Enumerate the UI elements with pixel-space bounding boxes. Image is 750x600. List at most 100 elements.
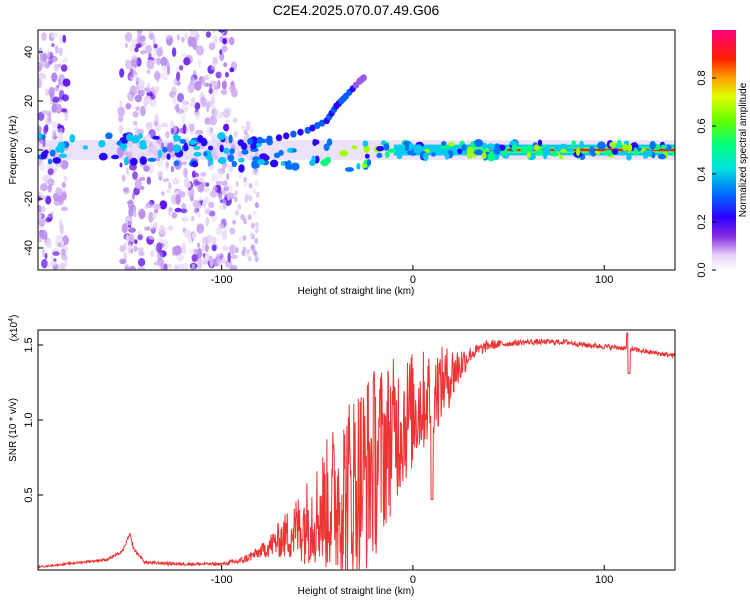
spectrogram-branch-blob bbox=[266, 135, 273, 143]
spectrogram-noise-blob bbox=[196, 223, 205, 234]
spectrogram-band-blob bbox=[69, 134, 76, 143]
spectrogram-noise-blob bbox=[63, 175, 68, 183]
spectrogram-noise-blob bbox=[55, 234, 63, 241]
spectrogram-band-blob bbox=[238, 157, 245, 163]
spectrogram-band-blob bbox=[173, 133, 179, 142]
spectrogram-band-blob bbox=[642, 150, 649, 159]
spectrogram-band-blob bbox=[41, 134, 46, 140]
spectrogram-noise-blob bbox=[138, 251, 145, 256]
spectrogram-band-blob bbox=[481, 142, 487, 149]
spectrogram-noise-blob bbox=[201, 244, 205, 252]
spectrogram-noise-blob bbox=[254, 180, 259, 187]
snr-multiplier-close: ) bbox=[9, 315, 20, 318]
spectrogram-noise-blob bbox=[148, 211, 154, 223]
spectrogram-band-blob bbox=[139, 156, 147, 165]
spectrogram-band-blob bbox=[396, 152, 403, 160]
spectrogram-band-blob bbox=[229, 148, 235, 155]
spectrogram-noise-blob bbox=[180, 208, 188, 214]
spectrogram-noise-blob bbox=[233, 117, 238, 124]
spectrogram-noise-blob bbox=[123, 242, 127, 251]
spectrogram-band-blob bbox=[566, 147, 575, 152]
spectrogram-noise-blob bbox=[44, 252, 48, 260]
spectrogram-band-blob bbox=[376, 152, 383, 159]
snr-y-tick-label: 0.5 bbox=[23, 487, 35, 502]
spectrogram-noise-blob bbox=[137, 88, 145, 97]
spectrogram-band-blob bbox=[461, 144, 467, 152]
spectrogram-noise-blob bbox=[136, 247, 144, 252]
spectrogram-noise-blob bbox=[220, 89, 228, 95]
spectrogram-noise-blob bbox=[133, 245, 138, 253]
spectrogram-noise-blob bbox=[202, 198, 207, 209]
spectrogram-noise-blob bbox=[221, 45, 228, 53]
spectrogram-band-blob bbox=[647, 148, 653, 157]
colorbar-tick-label: 0.0 bbox=[696, 262, 708, 277]
spectrogram-band-blob bbox=[560, 148, 567, 153]
spectrogram-noise-blob bbox=[53, 86, 60, 92]
spectrogram-noise-blob bbox=[197, 242, 201, 248]
spectrogram-noise-blob bbox=[200, 96, 206, 106]
spectrogram-noise-blob bbox=[40, 206, 46, 213]
spectrogram-noise-blob bbox=[133, 210, 137, 218]
spectrogram-noise-blob bbox=[146, 176, 151, 185]
spectrogram-band-blob bbox=[314, 155, 320, 164]
spectrogram-noise-blob bbox=[150, 250, 155, 257]
spectrogram-noise-blob bbox=[58, 89, 65, 100]
spectrogram-noise-blob bbox=[170, 119, 174, 129]
spectrogram-noise-blob bbox=[162, 65, 167, 72]
spectrogram-noise-blob bbox=[40, 183, 48, 192]
spectrogram-noise-blob bbox=[205, 216, 210, 227]
spectrogram-noise-blob bbox=[55, 45, 59, 54]
spectrogram-noise-blob bbox=[44, 124, 49, 133]
spectrogram-noise-blob bbox=[171, 47, 177, 57]
spectrogram-band-blob bbox=[651, 151, 656, 159]
spectrogram-noise-blob bbox=[250, 222, 255, 229]
spectrogram-noise-blob bbox=[248, 195, 253, 202]
spectrogram-band-blob bbox=[571, 140, 576, 146]
spectrogram-band-blob bbox=[203, 151, 208, 157]
colorbar-tick-label: 0.2 bbox=[696, 214, 708, 229]
spectrogram-band-blob bbox=[217, 132, 226, 141]
spectrogram-noise-blob bbox=[176, 34, 181, 41]
spectrogram-noise-blob bbox=[57, 131, 64, 142]
spectrogram-band-blob bbox=[325, 156, 331, 164]
spectrogram-noise-blob bbox=[47, 47, 51, 59]
spectrogram-noise-blob bbox=[41, 258, 48, 269]
spectrogram-noise-blob bbox=[119, 68, 125, 78]
spectrogram-noise-blob bbox=[119, 100, 123, 108]
spectrogram-band-blob bbox=[157, 149, 162, 159]
spectrogram-noise-blob bbox=[137, 80, 145, 91]
spectrogram-noise-blob bbox=[228, 36, 235, 46]
spectrogram-band-blob bbox=[649, 141, 656, 150]
spectrogram-band-blob bbox=[227, 154, 235, 163]
spectrogram-branch-blob bbox=[360, 74, 367, 82]
spectrogram-noise-blob bbox=[170, 127, 175, 135]
spectrogram-noise-blob bbox=[221, 230, 228, 241]
spectrogram-noise-blob bbox=[224, 71, 229, 78]
spectrogram-band-blob bbox=[43, 150, 49, 155]
spectrogram-branch-blob bbox=[314, 122, 321, 129]
spectrogram-noise-blob bbox=[235, 247, 239, 254]
spectrogram-noise-blob bbox=[47, 184, 52, 193]
spectrogram-band-blob bbox=[618, 151, 628, 156]
spectrogram-noise-blob bbox=[243, 180, 248, 187]
spectrogram-noise-blob bbox=[160, 122, 169, 128]
spectrogram-band-peak bbox=[489, 148, 675, 152]
spectrogram-noise-blob bbox=[187, 82, 195, 94]
spectrogram-noise-blob bbox=[59, 262, 66, 270]
spectrogram-noise-blob bbox=[196, 45, 205, 56]
spectrogram-noise-blob bbox=[119, 162, 123, 168]
snr-x-tick-label: 0 bbox=[410, 574, 416, 586]
spectrogram-noise-blob bbox=[44, 174, 52, 180]
spectrogram-band-blob bbox=[413, 147, 422, 154]
spectrogram-noise-blob bbox=[191, 263, 196, 270]
spectrogram-noise-blob bbox=[167, 225, 174, 231]
spectrogram-band-blob bbox=[511, 144, 519, 152]
spectrogram-noise-blob bbox=[161, 191, 165, 197]
spectrogram-band-blob bbox=[559, 154, 564, 160]
spectrogram-noise-blob bbox=[182, 262, 188, 270]
spectrogram-noise-blob bbox=[158, 46, 163, 52]
spectrogram-band-blob bbox=[671, 151, 675, 156]
spectrogram-noise-blob bbox=[241, 124, 246, 131]
spectrogram-noise-blob bbox=[148, 235, 155, 240]
snr-x-ticks: -100 0 100 bbox=[211, 565, 613, 586]
